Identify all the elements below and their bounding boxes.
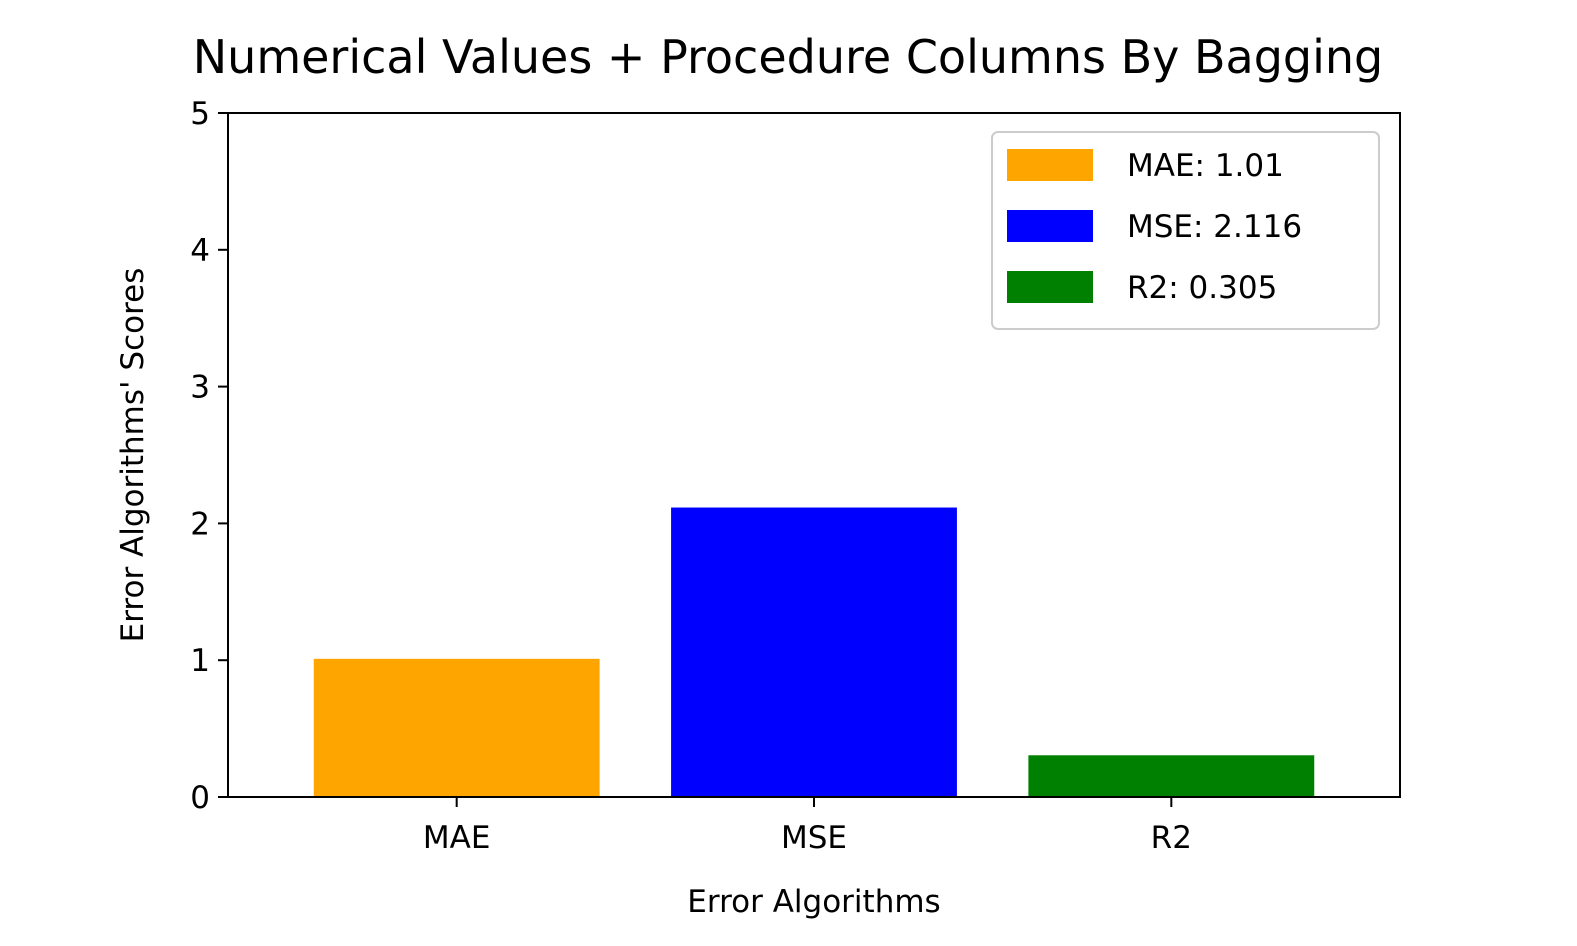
legend-swatch-mse xyxy=(1007,210,1093,242)
bars-layer xyxy=(313,507,1315,797)
y-axis-label: Error Algorithms' Scores xyxy=(115,268,151,643)
x-tick-label: R2 xyxy=(1151,820,1192,856)
bar-mse xyxy=(671,507,957,797)
legend-label-mse: MSE: 2.116 xyxy=(1127,209,1302,245)
bar-r2 xyxy=(1028,755,1315,797)
x-tick-label: MSE xyxy=(781,820,847,856)
y-tick-label: 3 xyxy=(190,370,210,406)
legend-swatch-r2 xyxy=(1007,271,1093,303)
y-tick-label: 0 xyxy=(190,780,210,816)
y-tick-label: 4 xyxy=(190,233,210,269)
y-tick-label: 2 xyxy=(190,506,210,542)
legend-entries: MAE: 1.01 MSE: 2.116 R2: 0.305 xyxy=(1007,148,1302,306)
y-tick-label: 1 xyxy=(190,643,210,679)
x-tick-label: MAE xyxy=(423,820,491,856)
chart-title: Numerical Values + Procedure Columns By … xyxy=(193,30,1384,84)
y-axis: 0 1 2 3 4 5 xyxy=(190,96,228,816)
legend: MAE: 1.01 MSE: 2.116 R2: 0.305 xyxy=(991,131,1380,330)
x-axis: MAE MSE R2 xyxy=(423,797,1192,856)
legend-label-r2: R2: 0.305 xyxy=(1127,270,1277,306)
legend-swatch-mae xyxy=(1007,149,1093,181)
legend-label-mae: MAE: 1.01 xyxy=(1127,148,1284,184)
bar-mae xyxy=(313,658,600,797)
x-axis-label: Error Algorithms xyxy=(687,884,940,920)
y-tick-label: 5 xyxy=(190,96,210,132)
